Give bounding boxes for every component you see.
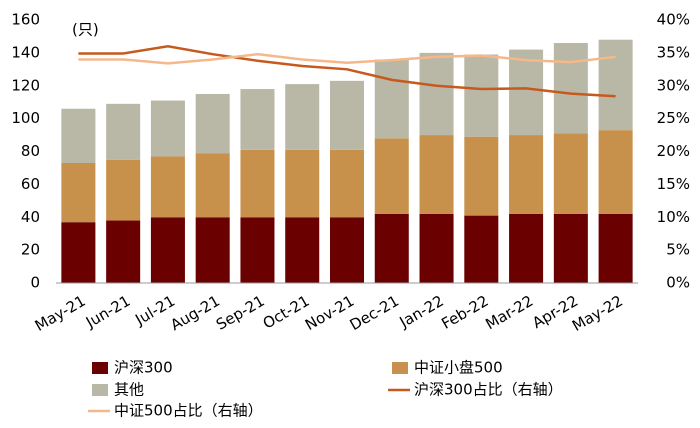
y2-tick-label: 5% [666, 241, 690, 259]
bar [374, 59, 409, 139]
bar [464, 54, 499, 137]
bar [419, 213, 454, 283]
y-tick-label: 140 [11, 43, 40, 61]
line [78, 52, 616, 65]
bar [240, 217, 275, 283]
bar [61, 163, 96, 223]
y-tick-label: 60 [21, 175, 40, 193]
bar [195, 217, 230, 283]
bar [106, 220, 141, 283]
bar [285, 217, 320, 283]
bar [329, 80, 365, 150]
bar [598, 213, 633, 283]
bar [150, 156, 185, 218]
bar [419, 52, 454, 136]
y-tick-label: 0 [30, 274, 40, 292]
y-unit-label: (只) [72, 21, 99, 39]
bar [285, 84, 320, 150]
bar [150, 100, 185, 157]
y2-tick-label: 35% [657, 43, 690, 61]
x-tick-label: Nov-21 [302, 292, 357, 334]
bar [509, 135, 544, 214]
bar [285, 149, 320, 218]
y2-tick-label: 0% [666, 274, 690, 292]
legend-swatch [92, 384, 108, 396]
bar [553, 213, 588, 283]
bar [240, 149, 275, 218]
bar [195, 93, 230, 154]
y2-tick-label: 30% [657, 76, 690, 94]
bar [464, 215, 499, 283]
bar [374, 213, 409, 283]
y-tick-label: 80 [21, 142, 40, 160]
bar [106, 159, 141, 221]
bar [329, 217, 365, 283]
x-tick-label: Jun-21 [82, 292, 133, 332]
bar [329, 149, 365, 218]
line [78, 45, 616, 98]
y-tick-label: 40 [21, 208, 40, 226]
y-tick-label: 100 [11, 109, 40, 127]
legend-label: 其他 [114, 381, 144, 399]
y2-tick-label: 15% [657, 175, 690, 193]
bar [598, 39, 633, 131]
x-tick-label: Sep-21 [213, 292, 268, 334]
y-tick-label: 120 [11, 76, 40, 94]
x-tick-label: Aug-21 [167, 292, 223, 334]
bar [509, 49, 544, 136]
y2-tick-label: 40% [657, 11, 690, 29]
bar [553, 133, 588, 214]
x-tick-label: Jan-22 [396, 292, 447, 332]
legend-label: 中证500占比（右轴） [114, 402, 263, 420]
x-tick-label: Feb-22 [438, 292, 491, 333]
y-tick-label: 20 [21, 241, 40, 259]
x-tick-label: Oct-21 [260, 292, 313, 333]
bar [106, 103, 141, 160]
bar [419, 135, 454, 214]
legend-swatch [92, 362, 108, 374]
y-tick-label: 160 [11, 11, 40, 29]
legend-label: 沪深300占比（右轴） [414, 381, 563, 399]
bar [61, 222, 96, 283]
legend-label: 沪深300 [114, 359, 173, 377]
legend-label: 中证小盘500 [414, 359, 503, 377]
x-tick-label: May-21 [32, 292, 89, 335]
bar [61, 108, 96, 164]
bar [374, 138, 409, 214]
legend-swatch [392, 362, 408, 374]
bar [598, 130, 633, 214]
y2-tick-label: 20% [657, 142, 690, 160]
bar [464, 136, 499, 216]
x-tick-label: Dec-21 [347, 292, 402, 334]
bar [150, 217, 185, 283]
x-tick-label: Mar-22 [482, 292, 536, 334]
bar [240, 89, 275, 150]
bar [553, 43, 588, 134]
bar [509, 213, 544, 283]
bar [195, 153, 230, 218]
x-tick-label: May-22 [569, 292, 626, 335]
y2-tick-label: 10% [657, 208, 690, 226]
y2-tick-label: 25% [657, 109, 690, 127]
